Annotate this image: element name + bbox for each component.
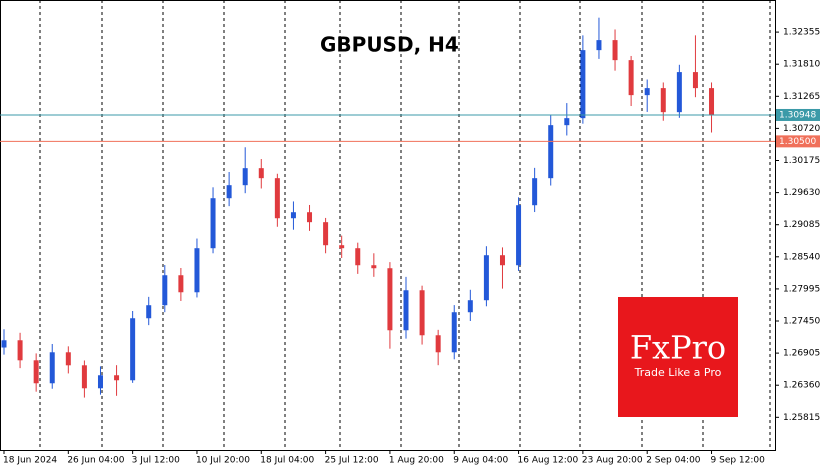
candle-body — [339, 245, 345, 249]
y-tick-label: 1.29085 — [783, 220, 820, 230]
candle-body — [564, 118, 570, 126]
candle-body — [709, 88, 715, 115]
plot-frame — [0, 0, 776, 451]
candle-body — [226, 185, 232, 199]
x-tick-label: 25 Jul 12:00 — [325, 456, 379, 466]
candle-body — [644, 88, 650, 96]
logo-tagline: Trade Like a Pro — [634, 366, 722, 379]
candle-body — [580, 50, 586, 119]
x-tick-label: 23 Aug 20:00 — [582, 456, 643, 466]
y-tick-label: 1.27450 — [783, 317, 820, 327]
candle-body — [435, 335, 441, 353]
y-tick-label: 1.28540 — [783, 252, 820, 262]
candle-body — [612, 40, 618, 61]
candle-body — [130, 318, 136, 381]
candle-body — [33, 360, 39, 384]
candle-body — [467, 300, 473, 313]
candle-body — [210, 198, 216, 249]
candle-body — [290, 212, 296, 219]
candle-body — [1, 340, 7, 348]
candle-body — [596, 40, 602, 51]
candle-body — [178, 275, 184, 293]
x-tick-label: 9 Aug 04:00 — [453, 456, 508, 466]
candle-body — [660, 88, 666, 113]
candle-body — [451, 312, 457, 353]
y-tick-label: 1.31810 — [783, 60, 820, 70]
x-tick-label: 26 Jun 04:00 — [67, 456, 124, 466]
price-level-label: 1.30948 — [779, 110, 816, 120]
candle-body — [258, 168, 264, 179]
y-tick-label: 1.32355 — [783, 28, 820, 38]
x-tick-label: 1 Aug 20:00 — [389, 456, 444, 466]
candle-body — [532, 178, 538, 206]
y-tick-label: 1.26905 — [783, 349, 820, 359]
candle-body — [114, 375, 120, 381]
y-tick-label: 1.31265 — [783, 92, 820, 102]
candle-body — [548, 125, 554, 179]
x-tick-label: 16 Aug 12:00 — [518, 456, 579, 466]
candle-body — [323, 222, 329, 246]
period-separators — [39, 0, 771, 450]
x-tick-label: 2 Sep 04:00 — [646, 456, 701, 466]
candle-body — [242, 168, 248, 186]
candle-body — [355, 248, 361, 266]
x-tick-label: 18 Jul 04:00 — [260, 456, 314, 466]
logo-box — [618, 297, 738, 417]
x-tick-label: 10 Jul 20:00 — [196, 456, 250, 466]
x-tick-label: 9 Sep 12:00 — [711, 456, 766, 466]
candle-body — [274, 178, 280, 219]
y-tick-label: 1.27995 — [783, 284, 820, 294]
candle-body — [81, 365, 87, 389]
candle-body — [516, 205, 522, 266]
candle-body — [628, 60, 634, 96]
candle-body — [419, 290, 425, 336]
candle-body — [371, 265, 377, 269]
candle-body — [403, 290, 409, 331]
chart-title: GBPUSD, H4 — [320, 33, 459, 57]
y-tick-label: 1.30175 — [783, 156, 820, 166]
y-tick-label: 1.26360 — [783, 381, 820, 391]
candle-body — [499, 255, 505, 266]
candle-body — [307, 212, 313, 223]
x-tick-label: 3 Jul 12:00 — [132, 456, 181, 466]
candle-body — [676, 72, 682, 113]
candle-body — [162, 275, 168, 306]
candle-body — [49, 352, 55, 384]
candle-body — [387, 268, 393, 331]
candle-body — [483, 255, 489, 301]
y-tick-label: 1.25815 — [783, 413, 820, 423]
candle-body — [692, 72, 698, 89]
x-tick-label: 18 Jun 2024 — [3, 456, 57, 466]
candle-body — [17, 340, 23, 361]
candle-body — [146, 305, 152, 319]
candle-body — [194, 248, 200, 293]
price-level-label: 1.30500 — [779, 137, 816, 147]
price-level-tag — [776, 108, 820, 121]
price-level-tag — [776, 135, 820, 148]
y-tick-label: 1.30720 — [783, 124, 820, 134]
candle-body — [65, 352, 71, 366]
y-tick-label: 1.29630 — [783, 188, 820, 198]
candle-body — [97, 375, 103, 389]
logo-name: FxPro — [630, 329, 726, 367]
